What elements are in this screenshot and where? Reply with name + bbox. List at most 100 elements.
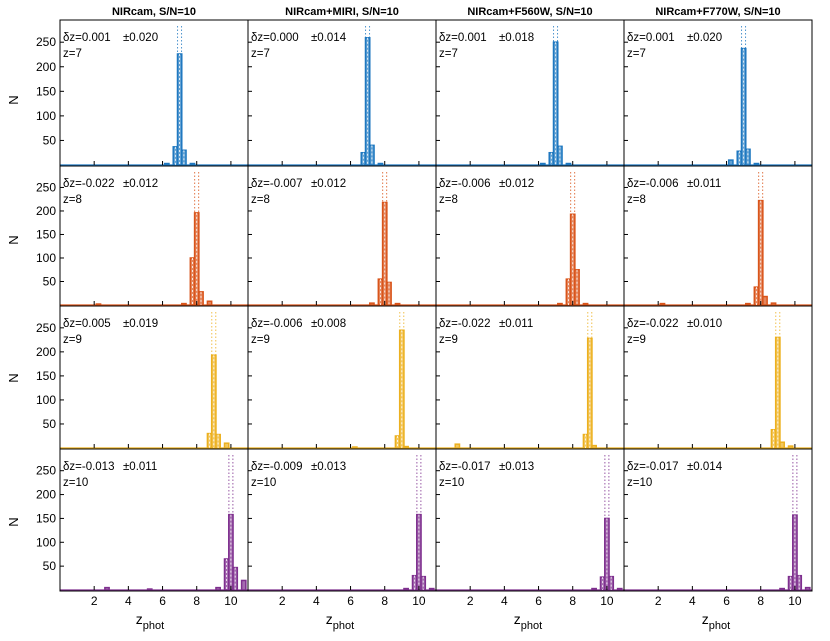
delta-z-annotation: δz=-0.009 [251, 461, 302, 473]
sigma-annotation: ±0.013 [499, 461, 534, 473]
x-tick-label: 4 [313, 594, 320, 608]
delta-z-annotation: δz=0.000 [251, 32, 299, 44]
sigma-annotation: ±0.018 [499, 32, 534, 44]
histogram-bar [223, 442, 230, 449]
delta-z-annotation: δz=0.001 [627, 32, 675, 44]
x-axis-label-sub: phot [333, 620, 354, 632]
delta-z-annotation: δz=0.001 [439, 32, 487, 44]
y-axis-label: N [6, 235, 21, 244]
sigma-annotation: ±0.010 [687, 318, 722, 330]
y-tick-label: 200 [36, 60, 56, 74]
sigma-annotation: ±0.014 [687, 461, 723, 473]
sigma-annotation: ±0.020 [687, 32, 722, 44]
x-tick-label: 10 [600, 594, 614, 608]
histogram-bar [770, 302, 777, 306]
y-tick-label: 150 [36, 84, 56, 98]
x-tick-label: 6 [347, 594, 354, 608]
histogram-panel: 50 100 150 200 250 δz=0.005 ±0.019 z=9 [36, 305, 249, 450]
x-tick-label: 4 [501, 594, 508, 608]
true-z-annotation: z=8 [627, 194, 646, 206]
histogram-bar [616, 587, 623, 591]
histogram-panel: 2 4 6 8 10 δz=-0.017 ±0.013 z=10 [435, 448, 625, 608]
panel-title: NIRcam+F560W, S/N=10 [467, 6, 592, 18]
histogram-bar [215, 433, 221, 449]
true-z-annotation: z=10 [63, 477, 88, 489]
histogram-panel: 50 100 150 200 250 2 4 6 8 10 δz=-0.013 ±0.011 z=10 [36, 448, 249, 608]
x-tick-label: 6 [159, 594, 166, 608]
y-tick-label: 150 [36, 369, 56, 383]
histogram-bar [403, 587, 409, 591]
histogram-bar [557, 302, 563, 306]
x-tick-label: 4 [125, 594, 132, 608]
x-axis-label: zphot [326, 611, 354, 632]
true-z-annotation: z=10 [627, 477, 652, 489]
histogram-bar [727, 159, 734, 166]
histogram-bar [745, 302, 751, 306]
y-axis-label: N [6, 373, 21, 382]
histogram-panel: δz=-0.022 ±0.010 z=9 [623, 305, 813, 450]
histogram-panel: 2 4 6 8 10 δz=-0.009 ±0.013 z=10 [247, 448, 437, 608]
sigma-annotation: ±0.011 [123, 461, 157, 473]
histogram-bar [189, 162, 196, 166]
y-tick-label: 100 [36, 251, 56, 265]
histogram-bar [659, 302, 666, 306]
sigma-annotation: ±0.014 [311, 32, 347, 44]
delta-z-annotation: δz=-0.013 [63, 461, 114, 473]
x-tick-label: 6 [535, 594, 542, 608]
histogram-bar [779, 441, 785, 449]
delta-z-annotation: δz=-0.007 [251, 178, 302, 190]
x-tick-label: 8 [569, 594, 576, 608]
x-tick-label: 2 [91, 594, 98, 608]
true-z-annotation: z=8 [63, 194, 82, 206]
delta-z-annotation: δz=0.001 [63, 32, 111, 44]
true-z-annotation: z=9 [439, 334, 458, 346]
x-axis-label-main: z [326, 611, 333, 627]
true-z-annotation: z=9 [627, 334, 646, 346]
histogram-bar [104, 586, 110, 591]
x-axis-label-main: z [136, 611, 143, 627]
delta-z-annotation: δz=-0.006 [627, 178, 678, 190]
y-tick-label: 200 [36, 488, 56, 502]
sigma-annotation: ±0.012 [123, 178, 158, 190]
y-axis-label: N [6, 517, 21, 526]
x-tick-label: 4 [689, 594, 696, 608]
histogram-bar [591, 587, 597, 591]
x-axis-label: zphot [136, 611, 164, 632]
x-tick-label: 10 [224, 594, 238, 608]
x-axis-label-main: z [702, 611, 709, 627]
y-tick-label: 150 [36, 511, 56, 525]
histogram-panel: δz=-0.007 ±0.012 z=8 [247, 165, 437, 307]
histogram-bar [215, 586, 221, 591]
y-tick-label: 100 [36, 109, 56, 123]
panel-title: NIRcam, S/N=10 [112, 6, 196, 18]
true-z-annotation: z=9 [251, 334, 270, 346]
histogram-bar [232, 566, 239, 591]
sigma-annotation: ±0.020 [123, 32, 158, 44]
true-z-annotation: z=7 [439, 48, 458, 60]
x-tick-label: 2 [467, 594, 474, 608]
histogram-bar [582, 302, 589, 306]
y-tick-label: 50 [43, 417, 57, 431]
histogram-bar [591, 444, 597, 449]
delta-z-annotation: δz=-0.006 [439, 178, 490, 190]
y-tick-label: 50 [43, 133, 57, 147]
histogram-bar [787, 445, 794, 449]
panel-title: NIRcam+MIRI, S/N=10 [285, 6, 399, 18]
histogram-bar [146, 588, 153, 591]
x-tick-label: 10 [412, 594, 426, 608]
sigma-annotation: ±0.013 [311, 461, 346, 473]
histogram-bar [377, 162, 384, 166]
x-axis-label-main: z [514, 611, 521, 627]
x-axis-label-sub: phot [143, 620, 164, 632]
true-z-annotation: z=10 [439, 477, 464, 489]
x-tick-label: 8 [193, 594, 200, 608]
histogram-bar [804, 586, 811, 591]
x-axis-label-sub: phot [709, 620, 730, 632]
delta-z-annotation: δz=-0.017 [627, 461, 678, 473]
histogram-panel: δz=-0.006 ±0.011 z=8 [623, 165, 813, 307]
true-z-annotation: z=8 [439, 194, 458, 206]
true-z-annotation: z=7 [627, 48, 646, 60]
x-tick-label: 8 [381, 594, 388, 608]
